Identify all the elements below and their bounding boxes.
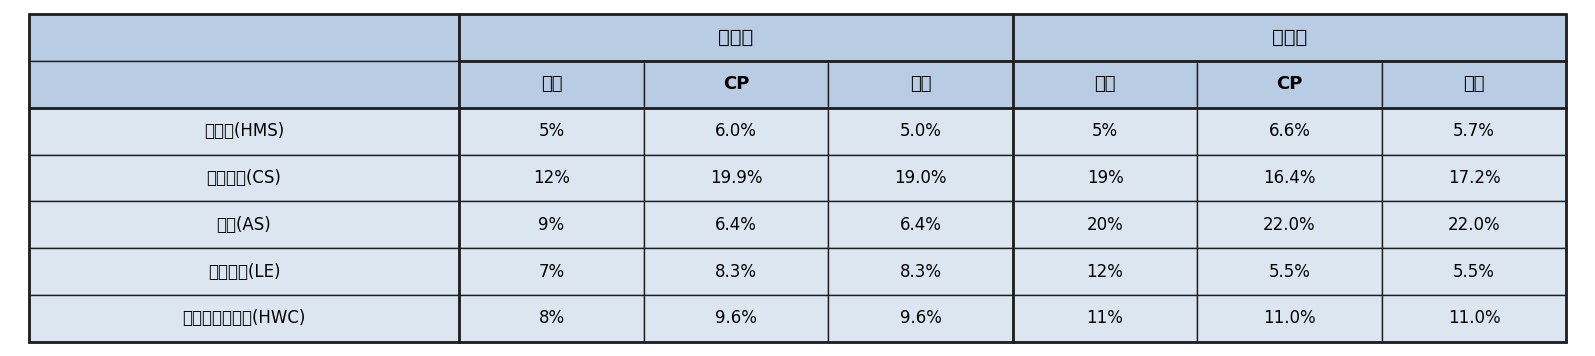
Text: CP: CP — [723, 75, 750, 93]
Text: 11.0%: 11.0% — [1448, 309, 1501, 328]
Text: 8.3%: 8.3% — [715, 263, 758, 281]
Bar — [828, 61, 1013, 108]
Bar — [1198, 248, 1381, 295]
Bar — [29, 248, 459, 295]
Text: 助言: 助言 — [909, 75, 931, 93]
Bar — [1381, 61, 1566, 108]
Bar — [459, 14, 1013, 61]
Bar — [459, 248, 644, 295]
Bar — [1013, 61, 1198, 108]
Text: 9%: 9% — [539, 216, 565, 234]
Bar — [1198, 108, 1381, 155]
Bar — [1381, 155, 1566, 201]
Bar — [1013, 248, 1198, 295]
Text: 保険料: 保険料 — [718, 28, 753, 47]
Bar — [644, 295, 828, 342]
Bar — [459, 295, 644, 342]
Text: 16.4%: 16.4% — [1263, 169, 1316, 187]
Bar — [459, 155, 644, 201]
Text: 19.0%: 19.0% — [895, 169, 947, 187]
Bar — [29, 108, 459, 155]
Text: 5%: 5% — [1093, 122, 1118, 140]
Bar — [29, 295, 459, 342]
Bar — [828, 108, 1013, 155]
Bar — [29, 201, 459, 248]
Bar — [459, 201, 644, 248]
Bar — [1381, 295, 1566, 342]
Text: 19.9%: 19.9% — [710, 169, 762, 187]
Bar — [1381, 248, 1566, 295]
Text: 訴訟費用(LE): 訴訟費用(LE) — [207, 263, 281, 281]
Bar — [1381, 201, 1566, 248]
Bar — [828, 155, 1013, 201]
Bar — [1198, 155, 1381, 201]
Text: 準備金: 準備金 — [1271, 28, 1308, 47]
Text: 22.0%: 22.0% — [1263, 216, 1316, 234]
Text: 現行: 現行 — [1094, 75, 1116, 93]
Bar — [459, 61, 644, 108]
Bar — [1013, 155, 1198, 201]
Text: 7%: 7% — [539, 263, 565, 281]
Text: 22.0%: 22.0% — [1448, 216, 1501, 234]
Bar — [644, 155, 828, 201]
Text: 5.5%: 5.5% — [1453, 263, 1495, 281]
Bar — [1013, 201, 1198, 248]
Bar — [1381, 108, 1566, 155]
Bar — [828, 295, 1013, 342]
Text: CP: CP — [1276, 75, 1303, 93]
Text: 現行: 現行 — [541, 75, 561, 93]
Text: 9.6%: 9.6% — [900, 309, 941, 328]
Text: 17.2%: 17.2% — [1448, 169, 1501, 187]
Bar — [828, 201, 1013, 248]
Text: 9.6%: 9.6% — [715, 309, 758, 328]
Text: 8%: 8% — [539, 309, 565, 328]
Text: 12%: 12% — [533, 169, 569, 187]
Bar — [29, 155, 459, 201]
Bar — [1013, 108, 1198, 155]
Text: 12%: 12% — [1086, 263, 1123, 281]
Bar — [644, 201, 828, 248]
Text: 19%: 19% — [1086, 169, 1123, 187]
Text: 11%: 11% — [1086, 309, 1123, 328]
Bar — [1198, 61, 1381, 108]
Bar — [29, 61, 459, 108]
Text: 5%: 5% — [539, 122, 565, 140]
Bar — [644, 108, 828, 155]
Bar — [1198, 201, 1381, 248]
Text: 5.0%: 5.0% — [900, 122, 941, 140]
Text: 労働者災害補償(HWC): 労働者災害補償(HWC) — [182, 309, 306, 328]
Bar — [828, 248, 1013, 295]
Text: 6.4%: 6.4% — [900, 216, 941, 234]
Text: 6.4%: 6.4% — [715, 216, 758, 234]
Text: 20%: 20% — [1086, 216, 1123, 234]
Text: 6.6%: 6.6% — [1268, 122, 1311, 140]
Text: 8.3%: 8.3% — [900, 263, 941, 281]
Text: 助言: 助言 — [1463, 75, 1485, 93]
Text: 介護(AS): 介護(AS) — [217, 216, 271, 234]
Bar — [29, 14, 459, 61]
Text: 11.0%: 11.0% — [1263, 309, 1316, 328]
Text: 5.5%: 5.5% — [1268, 263, 1311, 281]
Bar — [644, 248, 828, 295]
Bar — [1198, 295, 1381, 342]
Text: 5.7%: 5.7% — [1453, 122, 1495, 140]
Bar — [1013, 14, 1566, 61]
Bar — [459, 108, 644, 155]
Bar — [1013, 295, 1198, 342]
Bar — [644, 61, 828, 108]
Text: 医療費(HMS): 医療費(HMS) — [204, 122, 284, 140]
Text: 信用保証(CS): 信用保証(CS) — [206, 169, 281, 187]
Text: 6.0%: 6.0% — [715, 122, 758, 140]
